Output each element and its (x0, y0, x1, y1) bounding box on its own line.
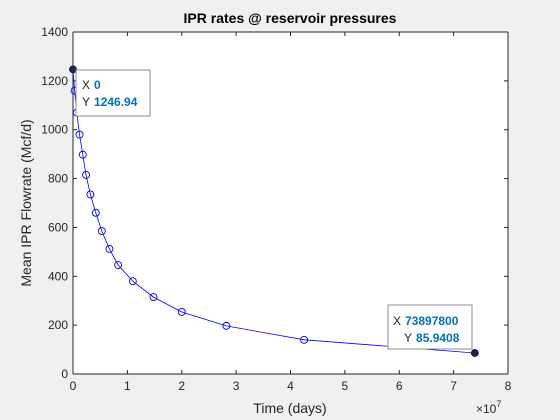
data-point[interactable] (114, 261, 123, 269)
data-point[interactable] (91, 208, 100, 217)
y-tick-label: 1400 (41, 25, 68, 39)
x-tick-label: 7 (450, 379, 457, 393)
y-axis-label: Mean IPR Flowrate (Mcf/d) (18, 119, 34, 286)
datatip-last-y-value: 85.9408 (416, 331, 460, 345)
data-point[interactable] (222, 321, 231, 330)
x-tick-label: 8 (505, 379, 512, 393)
x-tick-label: 1 (124, 379, 131, 393)
datatip-first-y-key: Y (82, 95, 90, 109)
data-point[interactable] (97, 227, 106, 236)
data-point[interactable] (300, 335, 309, 344)
y-tick-label: 1000 (41, 123, 68, 137)
data-point[interactable] (86, 190, 95, 199)
datatip-anchor (471, 349, 479, 357)
data-point[interactable] (177, 308, 186, 316)
datatip-first-x-key: X (82, 78, 90, 92)
y-tick-label: 1200 (41, 74, 68, 88)
axes-frame (72, 31, 509, 375)
datatip-anchor (69, 65, 77, 73)
x-tick-label: 4 (287, 379, 294, 393)
x-exponent-power: 7 (496, 399, 501, 409)
svg-text:Y85.9408: Y 85.9408 (404, 331, 460, 345)
data-point[interactable] (105, 244, 114, 253)
x-tick-label: 0 (70, 379, 77, 393)
data-point[interactable] (82, 170, 91, 179)
x-tick-label: 2 (178, 379, 185, 393)
datatip-last-y-key: Y (404, 331, 412, 345)
datatip-first-y-value: 1246.94 (94, 95, 138, 109)
series-line (72, 69, 475, 354)
y-tick-label: 800 (48, 172, 68, 186)
x-axis-label: Time (days) (253, 400, 326, 416)
y-tick-label: 200 (48, 318, 68, 332)
datatip-first-x-value: 0 (94, 78, 101, 92)
x-tick-label: 5 (342, 379, 349, 393)
y-tick-label: 0 (61, 367, 68, 381)
data-point[interactable] (75, 130, 84, 139)
data-point[interactable] (149, 293, 158, 301)
datatip-last[interactable]: X 73897800 Y 85.9408 (387, 304, 473, 350)
datatip-last-x-key: X (393, 314, 401, 328)
y-tick-label: 400 (48, 269, 68, 283)
chart-title: IPR rates @ reservoir pressures (184, 10, 397, 26)
svg-text:X0: X0 (82, 78, 101, 92)
x-exponent-label: ×107 (476, 399, 501, 416)
data-point[interactable] (78, 150, 87, 159)
x-tick-label: 3 (233, 379, 240, 393)
x-tick-label: 6 (396, 379, 403, 393)
datatip-last-x-value: 73897800 (405, 314, 459, 328)
y-tick-label: 600 (48, 220, 68, 234)
data-point[interactable] (128, 277, 137, 286)
